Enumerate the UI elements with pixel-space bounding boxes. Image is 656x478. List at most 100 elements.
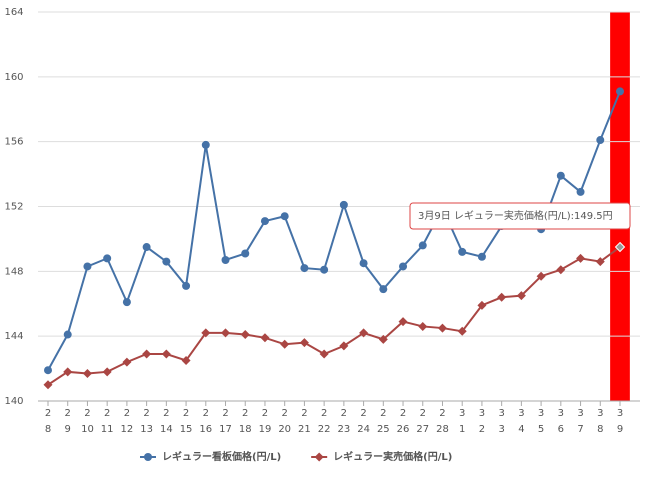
point [82,368,92,378]
x-tick-label: 2 [124,408,130,419]
point [201,140,210,149]
point [379,285,388,294]
x-tick-label: 9 [617,424,623,435]
point [144,453,152,461]
point [314,452,324,462]
x-tick-label: 6 [558,424,564,435]
x-tick-label: 4 [518,424,524,435]
point [83,262,92,271]
point [102,367,112,377]
x-tick-label: 28 [436,424,449,435]
point [299,338,309,348]
y-tick-label: 160 [4,72,23,83]
x-tick-label: 2 [439,408,445,419]
x-tick-label: 15 [180,424,193,435]
x-tick-label: 3 [459,408,465,419]
point [142,349,152,359]
x-tick-label: 7 [577,424,583,435]
point [142,243,151,252]
x-tick-label: 2 [380,408,386,419]
legend-label: レギュラー看板価格(円/L) [162,450,281,463]
x-tick-label: 2 [84,408,90,419]
x-tick-label: 3 [577,408,583,419]
x-tick-label: 8 [597,424,603,435]
x-tick-label: 2 [222,408,228,419]
point [181,355,191,365]
y-tick-label: 140 [4,396,23,407]
point [63,330,72,339]
x-tick-label: 11 [101,424,114,435]
x-tick-label: 16 [199,424,212,435]
x-tick-label: 8 [45,424,51,435]
point [221,328,231,338]
point [280,212,289,221]
x-tick-label: 13 [140,424,153,435]
x-tick-label: 2 [282,408,288,419]
tooltip-box [409,202,631,230]
point [556,171,565,180]
point [359,259,368,268]
point [161,349,171,359]
point [122,357,132,367]
tooltip-text: 3月9日 レギュラー実売価格(円/L):149.5円 [418,209,613,222]
point [359,328,369,338]
x-tick-label: 17 [219,424,232,435]
x-tick-label: 2 [163,408,169,419]
point [201,328,211,338]
point [63,367,73,377]
x-tick-label: 2 [479,424,485,435]
point [497,292,507,302]
point [576,187,585,196]
point [260,333,270,343]
x-tick-label: 23 [337,424,350,435]
series-line [47,246,621,386]
x-tick-label: 25 [377,424,390,435]
point [122,298,131,307]
x-tick-label: 2 [65,408,71,419]
point [398,317,408,327]
x-tick-label: 2 [420,408,426,419]
x-tick-label: 2 [242,408,248,419]
x-tick-label: 2 [400,408,406,419]
x-tick-label: 2 [301,408,307,419]
x-tick-label: 3 [498,408,504,419]
point [536,271,546,281]
x-tick-label: 10 [81,424,94,435]
point [516,291,526,301]
tooltip: 3月9日 レギュラー実売価格(円/L):149.5円 [409,202,631,230]
x-tick-label: 3 [498,424,504,435]
point [182,281,191,290]
point [280,339,290,349]
x-tick-label: 2 [203,408,209,419]
x-tick-label: 3 [479,408,485,419]
point [162,257,171,266]
x-tick-label: 21 [298,424,311,435]
x-tick-label: 2 [360,408,366,419]
y-tick-label: 152 [4,202,23,213]
point [319,349,329,359]
x-tick-label: 5 [538,424,544,435]
x-tick-label: 3 [538,408,544,419]
point [320,265,329,274]
point [339,200,348,209]
x-tick-label: 2 [183,408,189,419]
point [221,255,230,264]
x-tick-label: 27 [416,424,429,435]
point [576,253,586,263]
point [418,321,428,331]
point [240,330,250,340]
x-tick-label: 26 [397,424,410,435]
point [300,264,309,273]
y-tick-label: 148 [4,266,23,277]
x-tick-label: 2 [143,408,149,419]
series-line [47,91,621,371]
x-tick-label: 3 [597,408,603,419]
x-tick-label: 22 [318,424,331,435]
point [378,334,388,344]
x-tick-label: 3 [558,408,564,419]
x-tick-label: 2 [341,408,347,419]
x-tick-label: 2 [321,408,327,419]
x-tick-label: 9 [65,424,71,435]
point [457,326,467,336]
